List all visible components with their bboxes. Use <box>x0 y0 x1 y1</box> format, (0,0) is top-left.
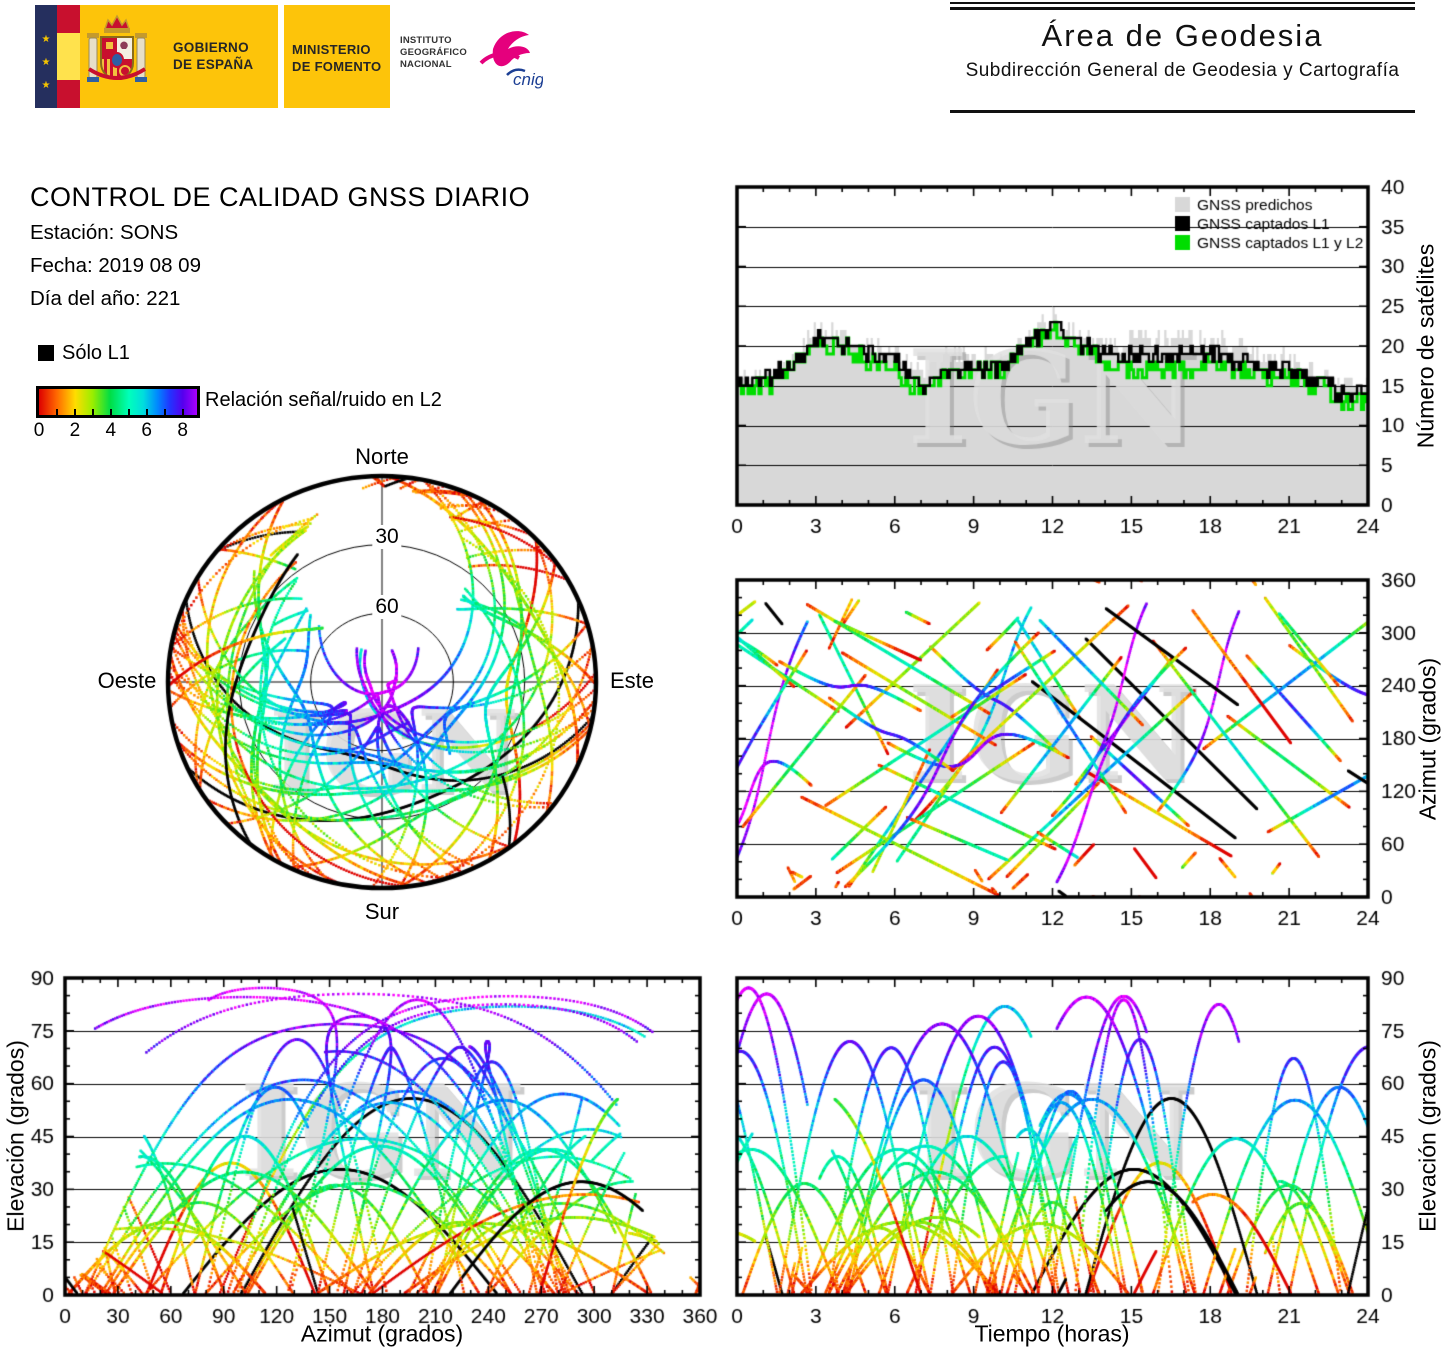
coat-of-arms-icon <box>85 13 149 106</box>
ylabel-satellite-count: Número de satélites <box>1412 243 1439 449</box>
gobierno-label: GOBIERNO DE ESPAÑA <box>173 40 254 72</box>
sky-label-west: Oeste <box>95 668 159 694</box>
cnig-logo-icon: cnig <box>463 23 545 98</box>
colorbar-tick-label: 2 <box>69 420 81 441</box>
spain-flag-icon <box>57 5 80 108</box>
colorbar-tick-mark <box>73 409 76 415</box>
colorbar-tick-mark <box>127 409 130 415</box>
xlabel-azimuth: Azimut (grados) <box>300 1320 464 1347</box>
elevation-azimuth-chart-canvas <box>20 960 725 1345</box>
ylabel-elevation-right: Elevación (grados) <box>1414 1040 1441 1232</box>
area-header: Área de Geodesia Subdirección General de… <box>950 2 1415 113</box>
solo-l1-legend: Sólo L1 <box>38 342 130 365</box>
instituto-label: INSTITUTO GEOGRÁFICO NACIONAL <box>400 35 467 70</box>
snr-colorbar <box>36 386 200 418</box>
colorbar-tick-label: 8 <box>177 420 188 441</box>
solo-l1-label: Sólo L1 <box>62 342 130 364</box>
colorbar-tick-mark <box>55 409 58 415</box>
colorbar-tick-mark <box>145 409 148 415</box>
sky-ring-60-label: 60 <box>372 595 402 619</box>
page-title: CONTROL DE CALIDAD GNSS DIARIO <box>30 182 531 212</box>
elevation-time-chart-canvas <box>707 960 1445 1345</box>
date-label: Fecha: 2019 08 09 <box>30 254 201 277</box>
xlabel-time: Tiempo (horas) <box>974 1320 1130 1347</box>
snr-colorbar-label: Relación señal/ruido en L2 <box>205 389 442 411</box>
snr-colorbar-ticks: 0 2 4 6 8 <box>33 420 200 441</box>
colorbar-tick-mark <box>181 409 184 415</box>
colorbar-tick-mark <box>163 409 166 415</box>
azimuth-time-chart-canvas <box>707 562 1445 947</box>
sky-label-south: Sur <box>362 899 402 925</box>
sky-ring-30-label: 30 <box>372 525 402 549</box>
station-label: Estación: SONS <box>30 221 179 244</box>
colorbar-tick-label: 0 <box>33 420 45 441</box>
stars-strip-icon: ★ ★ ★ <box>35 5 57 108</box>
cnig-label: cnig <box>513 70 543 89</box>
solo-l1-swatch-icon <box>38 345 54 361</box>
sky-label-north: Norte <box>353 444 411 470</box>
satellite-count-chart-canvas <box>707 168 1445 560</box>
area-subtitle: Subdirección General de Geodesia y Carto… <box>965 60 1400 81</box>
ylabel-elevation-left: Elevación (grados) <box>2 1040 29 1232</box>
colorbar-tick-label: 4 <box>105 420 117 441</box>
ministerio-label: MINISTERIO DE FOMENTO <box>292 42 382 74</box>
header-rule-thick <box>950 7 1415 10</box>
skyplot-chart-canvas <box>145 445 625 925</box>
ministerio-panel <box>284 5 390 108</box>
colorbar-tick-mark <box>91 409 94 415</box>
colorbar-tick-mark <box>109 409 112 415</box>
sky-label-east: Este <box>607 668 657 694</box>
area-title: Área de Geodesia <box>1041 18 1324 53</box>
colorbar-tick-label: 6 <box>141 420 153 441</box>
header-rule-thin <box>950 2 1415 4</box>
day-of-year-label: Día del año: 221 <box>30 287 181 310</box>
ylabel-azimuth: Azimut (grados) <box>1414 657 1441 821</box>
government-logo-banner: ★ ★ ★ <box>35 5 545 108</box>
